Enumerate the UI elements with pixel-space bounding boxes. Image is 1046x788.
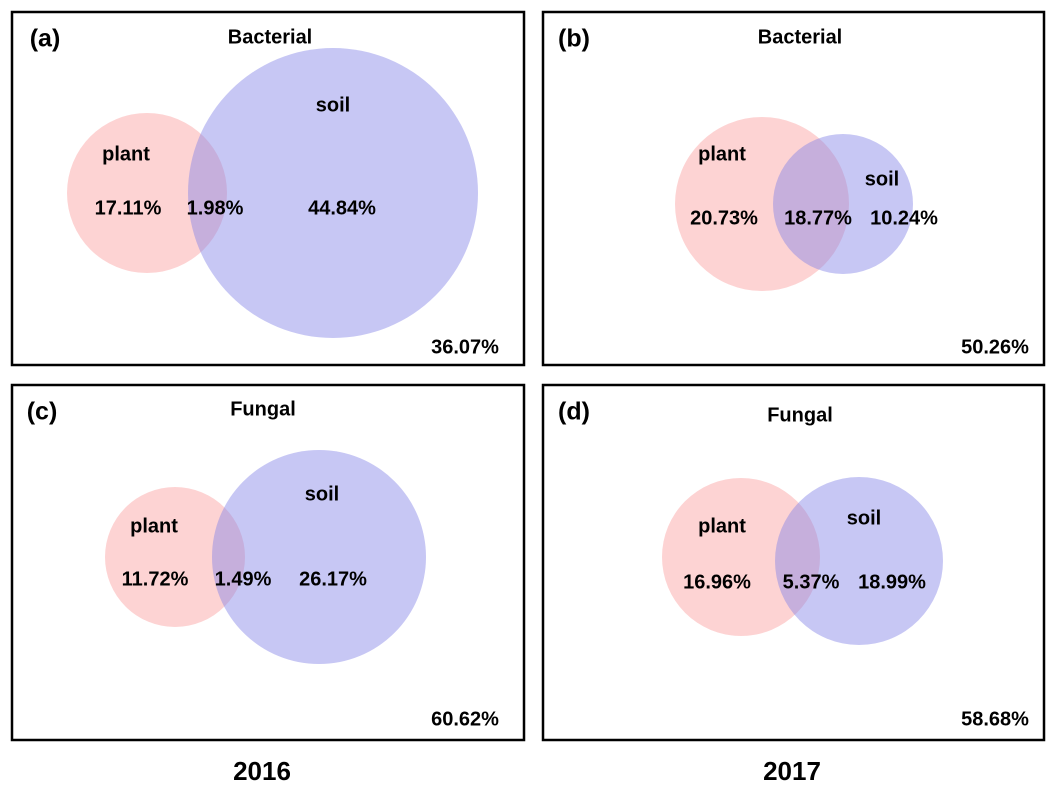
set-label: plant: [698, 143, 746, 165]
outside-value: 58.68%: [961, 708, 1029, 730]
set-label: plant: [102, 143, 150, 165]
shared-value: 5.37%: [783, 571, 840, 593]
panel-title: Bacterial: [228, 26, 313, 48]
panel-title: Bacterial: [758, 26, 843, 48]
shared-value: 18.77%: [784, 207, 852, 229]
shared-value: 1.49%: [215, 568, 272, 590]
panel-letter: (d): [558, 398, 590, 426]
set-only-value: 18.99%: [858, 571, 926, 593]
set-label: soil: [316, 94, 350, 116]
year-label: 2016: [233, 756, 291, 786]
set-circle: [67, 113, 227, 273]
outside-value: 50.26%: [961, 336, 1029, 358]
set-circle: [773, 134, 913, 274]
set-circle: [212, 450, 426, 664]
set-only-value: 10.24%: [870, 207, 938, 229]
set-label: soil: [847, 507, 881, 529]
year-label: 2017: [763, 756, 821, 786]
set-circle: [662, 478, 820, 636]
panel-letter: (a): [30, 25, 61, 53]
outside-value: 60.62%: [431, 708, 499, 730]
set-only-value: 11.72%: [122, 568, 189, 590]
set-label: soil: [305, 483, 339, 505]
set-only-value: 44.84%: [308, 197, 376, 219]
set-circle: [675, 117, 849, 291]
set-only-value: 26.17%: [299, 568, 367, 590]
panel-title: Fungal: [767, 404, 833, 426]
set-only-value: 16.96%: [683, 571, 751, 593]
panel-letter: (b): [558, 25, 590, 53]
panel-frame: [10, 10, 526, 367]
outside-value: 36.07%: [431, 336, 499, 358]
panel-frame: [541, 383, 1046, 742]
set-circle: [105, 487, 245, 627]
set-label: plant: [698, 515, 746, 537]
set-circle: [775, 477, 943, 645]
panel-frame: [10, 383, 526, 742]
set-only-value: 20.73%: [690, 207, 758, 229]
panel-frame: [541, 10, 1046, 367]
shared-value: 1.98%: [187, 197, 244, 219]
set-only-value: 17.11%: [95, 197, 162, 219]
set-label: plant: [130, 515, 178, 537]
panel-letter: (c): [27, 398, 58, 426]
panel-title: Fungal: [230, 398, 296, 420]
set-label: soil: [865, 168, 899, 190]
set-circle: [188, 48, 478, 338]
